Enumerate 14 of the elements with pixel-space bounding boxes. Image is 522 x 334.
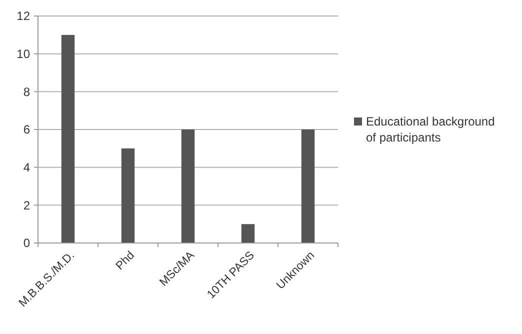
x-tick-label: Phd (114, 249, 137, 272)
y-tick-label: 2 (23, 198, 30, 212)
y-tick-label: 8 (23, 84, 30, 99)
y-tick-label: 4 (23, 160, 30, 175)
bar (301, 130, 315, 243)
bar (61, 34, 75, 243)
legend-label: Educational background of participants (366, 114, 495, 144)
y-tick-label: 6 (23, 122, 30, 137)
y-tick-label: 10 (16, 47, 30, 62)
bar (241, 224, 255, 243)
y-tick-label: 0 (23, 236, 30, 250)
y-tick-label: 12 (16, 9, 30, 24)
bar (121, 148, 135, 243)
bar (181, 130, 195, 243)
